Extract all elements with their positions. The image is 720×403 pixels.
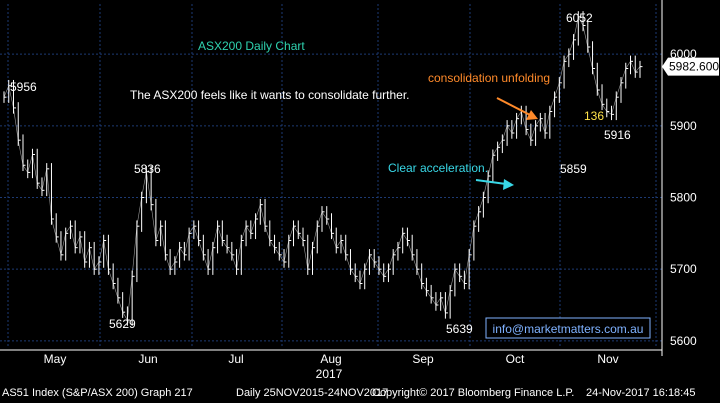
last-price-badge: 5982.600 [662, 57, 719, 76]
x-tick-label: Sep [412, 352, 434, 366]
x-tick-label: Oct [506, 352, 525, 366]
point-label-5836: 5836 [134, 162, 161, 176]
consolidation-arrow [496, 97, 538, 120]
grid-lines [0, 0, 663, 356]
website-text: info@marketmatters.com.au [493, 322, 644, 336]
price-line [3, 16, 641, 322]
footer-range: Daily 25NOV2015-24NOV2017 [236, 387, 389, 399]
footer-copyright: Copyright© 2017 Bloomberg Finance L.P. [372, 387, 575, 399]
acceleration-arrow [475, 179, 514, 190]
chart-title: ASX200 Daily Chart [198, 39, 305, 53]
last-price-value: 5982.600 [669, 60, 719, 74]
footer-timestamp: 24-Nov-2017 16:18:45 [586, 387, 696, 399]
price-series [3, 11, 643, 326]
point-label-5916: 5916 [604, 128, 631, 142]
footer-bar: AS51 Index (S&P/ASX 200) Graph 217 Daily… [0, 384, 720, 403]
y-tick-label: 5800 [670, 191, 697, 205]
y-tick-label: 5700 [670, 262, 697, 276]
acceleration-annotation: Clear acceleration. [388, 161, 488, 175]
consolidation-annotation: consolidation unfolding [428, 71, 550, 85]
footer-index-info: AS51 Index (S&P/ASX 200) Graph 217 [2, 387, 193, 399]
y-tick-label: 5600 [670, 334, 697, 348]
x-tick-label: Jul [228, 352, 243, 366]
point-label-5639: 5639 [446, 322, 473, 336]
point-label-5956: 5956 [10, 80, 37, 94]
x-axis-year: 2017 [316, 367, 343, 381]
x-tick-label: May [44, 352, 67, 366]
point-label-6052: 6052 [566, 11, 593, 25]
point-label-5859: 5859 [560, 162, 587, 176]
website-box: info@marketmatters.com.au [485, 317, 651, 339]
last-price-badge-shape [662, 57, 719, 76]
x-tick-label: Jun [138, 352, 157, 366]
y-tick-label: 5900 [670, 119, 697, 133]
x-tick-label: Aug [320, 352, 341, 366]
x-axis: May Jun Jul Aug Sep Oct Nov 2017 [44, 352, 619, 381]
x-tick-label: Nov [597, 352, 618, 366]
point-label-5629: 5629 [109, 317, 136, 331]
count-label: 136 [584, 109, 604, 123]
main-annotation: The ASX200 feels like it wants to consol… [130, 88, 410, 102]
